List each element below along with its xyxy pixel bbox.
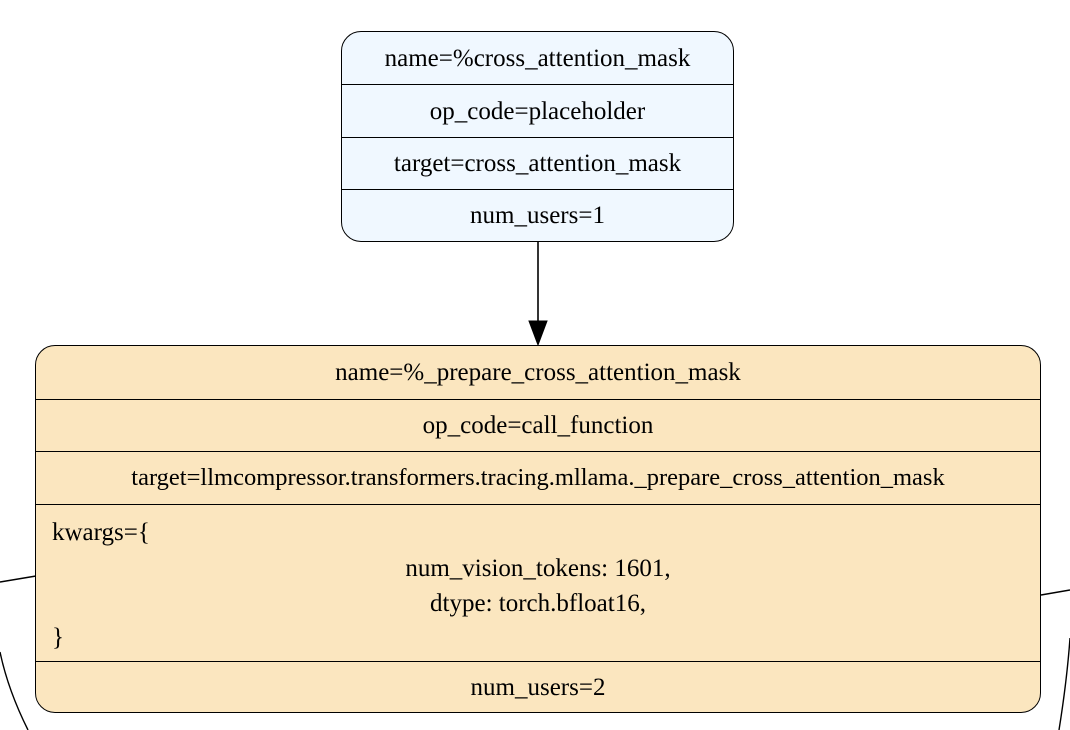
edge-partial-right [1040, 589, 1070, 596]
edge-partial-left-lower [0, 651, 29, 730]
kwargs-open-label: kwargs={ [52, 519, 150, 546]
node-op-code-field: op_code=placeholder [342, 84, 733, 136]
node-num-users-field: num_users=2 [36, 661, 1040, 712]
node-target-field: target=cross_attention_mask [342, 136, 733, 189]
edge-partial-left [0, 575, 37, 583]
node-num-users-field: num_users=1 [342, 189, 733, 241]
edge-arrowhead [528, 320, 548, 347]
node-cross-attention-mask[interactable]: name=%cross_attention_mask op_code=place… [341, 31, 734, 242]
node-target-field: target=llmcompressor.transformers.tracin… [36, 451, 1040, 504]
kwargs-line: num_vision_tokens: 1601, [405, 555, 671, 582]
kwargs-close-label: } [52, 624, 64, 651]
kwargs-line: dtype: torch.bfloat16, [430, 590, 646, 617]
node-op-code-field: op_code=call_function [36, 399, 1040, 451]
edge-partial-right-lower [1058, 637, 1070, 730]
node-kwargs-field: kwargs={ num_vision_tokens: 1601, dtype:… [36, 504, 1040, 661]
node-name-field: name=%cross_attention_mask [384, 44, 691, 72]
node-prepare-cross-attention-mask[interactable]: name=%_prepare_cross_attention_mask op_c… [35, 345, 1041, 713]
node-name-field: name=%_prepare_cross_attention_mask [335, 359, 741, 386]
